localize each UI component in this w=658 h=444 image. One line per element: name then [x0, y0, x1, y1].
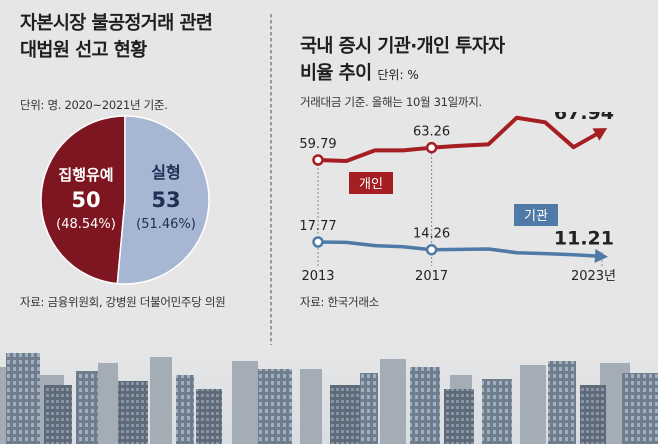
- pie-chart: 집행유예 50 (48.54%) 실형 53 (51.46%): [40, 115, 210, 285]
- series-line-gaein: [317, 115, 603, 164]
- right-unit: 단위: %: [377, 68, 419, 82]
- legend-gaein-box: [349, 172, 393, 194]
- data-label-gigwan-2023: 11.21: [554, 227, 614, 249]
- marker-gaein-2017: [425, 141, 438, 154]
- right-title-line2-text: 비율 추이: [300, 63, 372, 84]
- panel-divider: [270, 14, 272, 346]
- data-label-gigwan-2017: 14.26: [413, 227, 450, 242]
- right-source: 자료: 한국거래소: [300, 295, 379, 309]
- data-label-gaein-2023: 67.94: [554, 112, 614, 124]
- data-label-gaein-2013: 59.79: [299, 137, 336, 152]
- pie-value-jiphaeng: 50: [71, 188, 100, 212]
- city-skyline-image: [0, 345, 658, 444]
- legend-gaein: 개인: [349, 172, 393, 194]
- series-lines: [312, 115, 608, 263]
- pie-slice-jiphaeng: [40, 115, 126, 285]
- right-title-line1: 국내 증시 기관·개인 투자자: [300, 36, 505, 57]
- series-line-gigwan: [317, 240, 603, 259]
- legend-gigwan: 기관: [514, 204, 558, 226]
- series-arrow-gigwan: [594, 249, 608, 263]
- right-title: 국내 증시 기관·개인 투자자 비율 추이 단위: %: [300, 33, 505, 89]
- skyline-near-buildings: [6, 353, 658, 444]
- left-title-line2: 대법원 선고 현황: [20, 40, 147, 61]
- data-label-gigwan-2013: 17.77: [299, 219, 336, 234]
- left-title-line1: 자본시장 불공정거래 관련: [20, 13, 213, 34]
- pie-slice-silhyeong: [116, 115, 210, 285]
- pie-percent-silhyeong: (51.46%): [136, 217, 196, 232]
- x-ticks: 2013 2017 2023년: [301, 269, 616, 284]
- legend-gigwan-label: 기관: [524, 209, 548, 224]
- pie-percent-jiphaeng: (48.54%): [56, 217, 116, 232]
- left-unit-note: 단위: 명. 2020~2021년 기준.: [20, 98, 168, 112]
- left-source: 자료: 금융위원회, 강병원 더불어민주당 의원: [20, 295, 226, 309]
- marker-gigwan-2013: [312, 236, 324, 248]
- pie-value-silhyeong: 53: [151, 188, 180, 212]
- pie-label-silhyeong: 실형: [151, 163, 180, 182]
- legend-gigwan-box: [514, 204, 558, 226]
- legend-gaein-label: 개인: [359, 177, 383, 192]
- left-title: 자본시장 불공정거래 관련 대법원 선고 현황: [20, 10, 213, 64]
- data-label-gaein-2017: 63.26: [413, 125, 450, 140]
- pie-label-jiphaeng: 집행유예: [58, 166, 113, 184]
- marker-gigwan-2017: [425, 243, 438, 256]
- marker-gaein-2013: [312, 154, 324, 166]
- data-labels: 59.79 63.26 67.94 17.77 14.26 11.21: [299, 112, 614, 249]
- right-title-line2: 비율 추이 단위: %: [300, 60, 505, 89]
- right-note: 거래대금 기준. 올해는 10월 31일까지.: [300, 95, 482, 109]
- x-tick-2023: 2023년: [571, 269, 616, 284]
- x-tick-2017: 2017: [415, 269, 448, 284]
- x-tick-2013: 2013: [301, 269, 334, 284]
- series-arrow-gaein: [592, 128, 608, 141]
